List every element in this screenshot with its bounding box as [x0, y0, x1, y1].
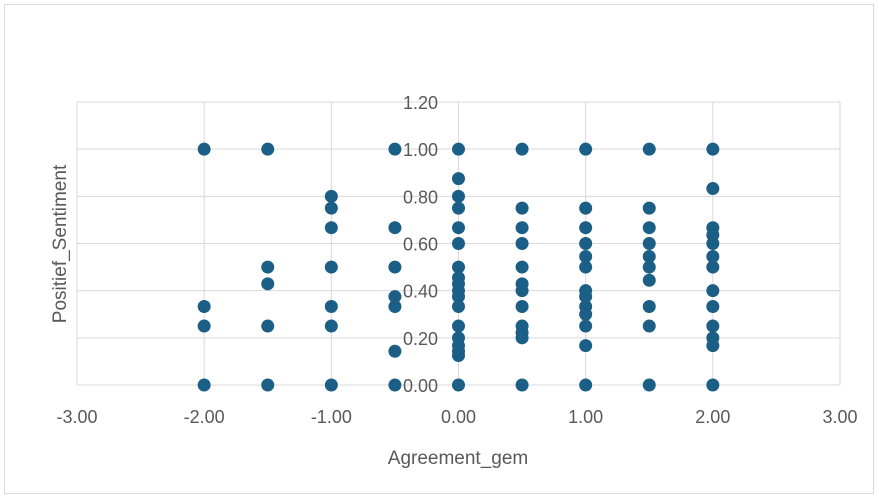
data-point [642, 221, 656, 235]
x-axis-title: Agreement_gem [388, 448, 528, 469]
data-point [261, 277, 275, 291]
data-point [706, 319, 720, 333]
data-point [324, 260, 338, 274]
chart-area [4, 4, 874, 494]
data-point [642, 201, 656, 215]
data-point [515, 331, 529, 345]
data-point [706, 284, 720, 298]
data-point [452, 189, 465, 203]
data-point [706, 237, 720, 250]
x-tick-label: 3.00 [822, 407, 857, 427]
data-point [515, 284, 529, 298]
data-point [642, 237, 656, 250]
x-tick-label: -2.00 [184, 407, 225, 427]
y-tick-label: 0.80 [403, 187, 438, 207]
data-point [642, 142, 656, 156]
data-point [452, 299, 465, 313]
data-point [706, 142, 720, 156]
data-point [197, 319, 211, 333]
x-tick-label: 0.00 [441, 407, 476, 427]
data-point [197, 142, 211, 156]
data-point [261, 142, 275, 156]
data-point [388, 260, 402, 274]
data-point [642, 273, 656, 287]
data-point [515, 221, 529, 235]
data-point [579, 307, 593, 321]
y-tick-label: 1.20 [403, 93, 438, 113]
data-point [706, 299, 720, 313]
data-point [324, 221, 338, 235]
data-point [388, 142, 402, 156]
y-axis-title: Positief_Sentiment [50, 164, 71, 323]
data-point [579, 260, 593, 274]
x-tick-label: 2.00 [695, 407, 730, 427]
y-tick-label: 0.60 [403, 235, 438, 255]
data-point [579, 319, 593, 333]
data-point [452, 237, 465, 250]
data-point [452, 378, 465, 392]
data-point [452, 221, 465, 235]
data-point [642, 260, 656, 274]
data-point [706, 260, 720, 274]
data-point [515, 201, 529, 215]
data-point [324, 189, 338, 203]
data-point [642, 378, 656, 392]
data-point [706, 339, 720, 353]
data-point [579, 221, 593, 235]
tick-labels: -3.00 -2.00 -1.00 0.00 1.00 2.00 3.00 0.00 0.20 0… [56, 93, 857, 427]
data-point [324, 299, 338, 313]
data-point [579, 290, 593, 304]
data-point [261, 260, 275, 274]
data-point [706, 249, 720, 263]
data-point [515, 142, 529, 156]
data-point [642, 319, 656, 333]
y-tick-label: 0.00 [403, 376, 438, 396]
data-point [324, 319, 338, 333]
data-point [452, 260, 465, 274]
y-tick-label: 0.20 [403, 329, 438, 349]
data-point [515, 260, 529, 274]
data-point [452, 142, 465, 156]
x-tick-label: -3.00 [56, 407, 97, 427]
data-point [579, 142, 593, 156]
data-point [452, 201, 465, 215]
data-point [452, 290, 465, 304]
data-points [197, 142, 720, 392]
data-point [706, 378, 720, 392]
data-point [324, 378, 338, 392]
data-point [388, 344, 402, 358]
data-point [197, 378, 211, 392]
data-point [579, 201, 593, 215]
data-point [515, 237, 529, 250]
x-tick-label: 1.00 [568, 407, 603, 427]
y-tick-label: 0.40 [403, 282, 438, 302]
data-point [452, 319, 465, 333]
data-point [515, 299, 529, 313]
data-point [579, 339, 593, 353]
x-tick-label: -1.00 [311, 407, 352, 427]
data-point [579, 249, 593, 263]
data-point [388, 290, 402, 304]
data-point [388, 221, 402, 235]
data-point [261, 319, 275, 333]
data-point [642, 249, 656, 263]
data-point [579, 237, 593, 250]
data-point [452, 172, 465, 186]
data-point [197, 299, 211, 313]
data-point [642, 299, 656, 313]
data-point [579, 378, 593, 392]
data-point [706, 182, 720, 196]
data-point [324, 201, 338, 215]
data-point [452, 349, 465, 363]
data-point [388, 299, 402, 313]
y-tick-label: 1.00 [403, 140, 438, 160]
data-point [515, 378, 529, 392]
data-point [388, 378, 402, 392]
data-point [261, 378, 275, 392]
